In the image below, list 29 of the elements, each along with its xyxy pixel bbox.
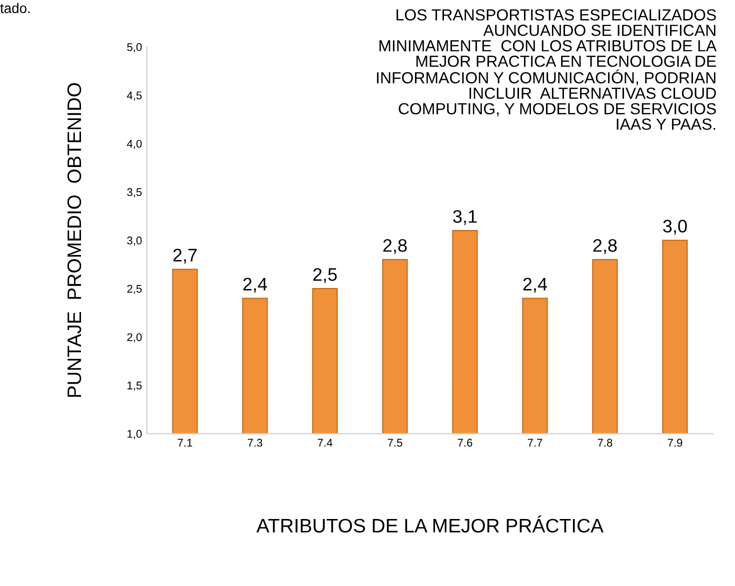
data-label: 2,5: [313, 268, 337, 283]
y-axis-title: PUNTAJE PROMEDIO OBTENIDO: [67, 83, 82, 397]
y-tick-label: 4,0: [126, 140, 142, 150]
x-tick-label: 7.9: [668, 438, 682, 447]
data-label: 2,8: [593, 239, 617, 254]
x-tick-label: 7.1: [178, 438, 192, 447]
data-label: 2,7: [173, 248, 197, 264]
data-label: 2,4: [243, 278, 267, 293]
data-label: 3,0: [663, 220, 687, 235]
data-label: 3,1: [453, 210, 477, 225]
x-tick-label: 7.6: [458, 438, 472, 447]
y-tick-label: 3,0: [127, 236, 142, 246]
data-label: 2,4: [523, 278, 547, 293]
x-tick-label: 7.3: [248, 438, 262, 447]
x-tick-label: 7.5: [388, 438, 402, 447]
x-tick-label: 7.7: [528, 438, 542, 447]
x-axis-title: ATRIBUTOS DE LA MEJOR PRÁCTICA: [256, 516, 604, 533]
text: tado.: [0, 2, 30, 14]
y-tick-label: 5,0: [127, 43, 142, 52]
annotation: LOS TRANSPORTISTAS ESPECIALIZADOS AUNCUANDO SE IDENTIFICAN MINIMAMENTE CON LOS ATRIBUTOS DE LA MEJOR PRACTICA EN TECNOLOGIA DE INFORMACION Y COMUNICACIÓN, PODRIAN INCLUIR ALTERNATIVAS CLOUD COMPUTING, Y MODELOS DE SERVICIOS IAAS Y PAAS.: [377, 9, 717, 130]
y-tick-label: 4,5: [126, 92, 142, 101]
y-tick-label: 2,0: [127, 333, 142, 342]
x-tick-label: 7.8: [598, 438, 612, 447]
y-tick-label: 2,5: [127, 284, 142, 294]
x-tick-label: 7.4: [318, 438, 332, 447]
y-tick-label: 1,0: [128, 430, 142, 440]
y-tick-label: 3,5: [127, 188, 142, 198]
y-tick-label: 1,5: [128, 382, 142, 391]
data-label: 2,8: [383, 239, 407, 254]
